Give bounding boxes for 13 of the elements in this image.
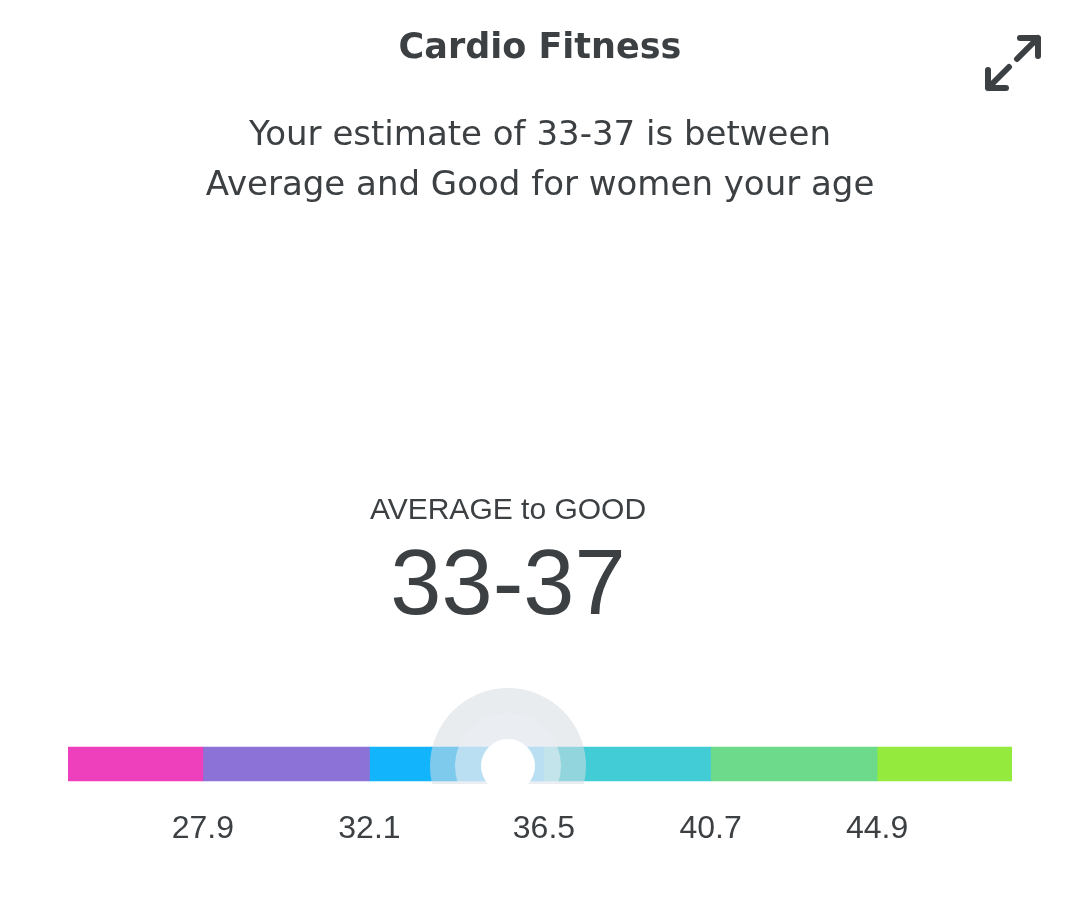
- x-tick-label: 40.7: [679, 809, 742, 846]
- text: 33-37: [389, 530, 627, 635]
- bar: [202, 746, 370, 782]
- bar: [68, 746, 204, 782]
- text: AVERAGE to GOOD: [368, 492, 648, 526]
- chart-title: Cardio Fitness: [397, 26, 683, 66]
- x-tick-label: 36.5: [512, 809, 576, 846]
- x-tick-label: 32.1: [338, 809, 401, 846]
- bar: [876, 746, 1012, 782]
- x-tick-label: 44.9: [846, 809, 909, 846]
- bar: [710, 746, 878, 782]
- chart-subtitle: Your estimate of 33-37 is between Average and Good for women your age: [204, 112, 876, 205]
- x-tick-label: 27.9: [171, 809, 234, 846]
